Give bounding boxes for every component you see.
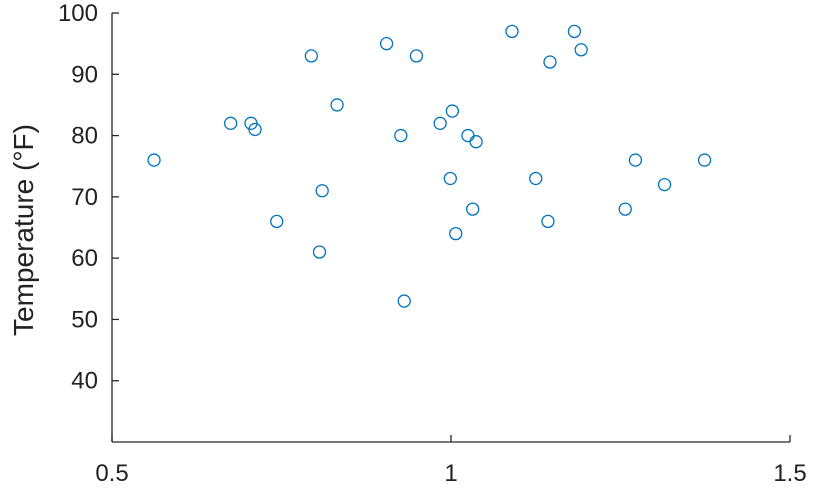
axes bbox=[111, 13, 790, 443]
data-point bbox=[461, 128, 475, 143]
y-tick-label: 60 bbox=[71, 245, 98, 272]
data-point bbox=[315, 184, 329, 198]
y-tick-label: 70 bbox=[71, 184, 98, 211]
data-point bbox=[543, 55, 557, 69]
data-point bbox=[445, 104, 460, 118]
data-point bbox=[567, 24, 582, 39]
data-point bbox=[304, 49, 318, 63]
y-ticks: 40 50 60 70 80 90 100 bbox=[58, 0, 119, 395]
y-tick-label: 100 bbox=[58, 0, 98, 27]
y-tick-label: 80 bbox=[71, 123, 98, 150]
y-tick-label: 90 bbox=[71, 61, 98, 88]
data-point bbox=[529, 171, 543, 186]
y-tick-label: 50 bbox=[71, 306, 98, 333]
data-point bbox=[541, 214, 555, 229]
data-points bbox=[147, 24, 712, 308]
data-point bbox=[394, 128, 408, 143]
y-tick-label: 40 bbox=[71, 368, 98, 395]
x-tick-label: 1.5 bbox=[773, 460, 806, 487]
data-point bbox=[628, 153, 643, 167]
data-point bbox=[312, 245, 327, 259]
data-point bbox=[466, 202, 480, 216]
data-point bbox=[657, 177, 672, 192]
data-point bbox=[469, 135, 483, 149]
data-point bbox=[330, 98, 344, 112]
data-point bbox=[505, 24, 519, 39]
y-axis-label: Temperature (°F) bbox=[8, 124, 39, 336]
data-point bbox=[697, 153, 712, 167]
data-point bbox=[223, 116, 238, 130]
x-tick-label: 0.5 bbox=[95, 460, 128, 487]
data-point bbox=[397, 294, 411, 308]
data-point bbox=[270, 214, 284, 229]
data-point bbox=[248, 122, 262, 137]
data-point bbox=[618, 202, 632, 216]
data-point bbox=[379, 36, 394, 51]
data-point bbox=[409, 49, 424, 63]
x-ticks: 0.5 1 1.5 bbox=[95, 435, 807, 487]
x-tick-label: 1 bbox=[444, 460, 457, 487]
data-point bbox=[443, 171, 457, 186]
data-point bbox=[449, 226, 463, 241]
data-point bbox=[147, 153, 161, 167]
data-point bbox=[433, 116, 447, 130]
data-point bbox=[574, 43, 588, 57]
